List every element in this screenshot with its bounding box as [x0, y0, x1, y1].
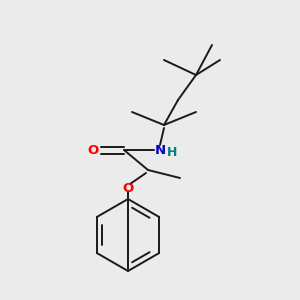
Text: O: O [122, 182, 134, 194]
Text: H: H [167, 146, 177, 158]
Text: N: N [154, 143, 166, 157]
Text: O: O [87, 143, 99, 157]
